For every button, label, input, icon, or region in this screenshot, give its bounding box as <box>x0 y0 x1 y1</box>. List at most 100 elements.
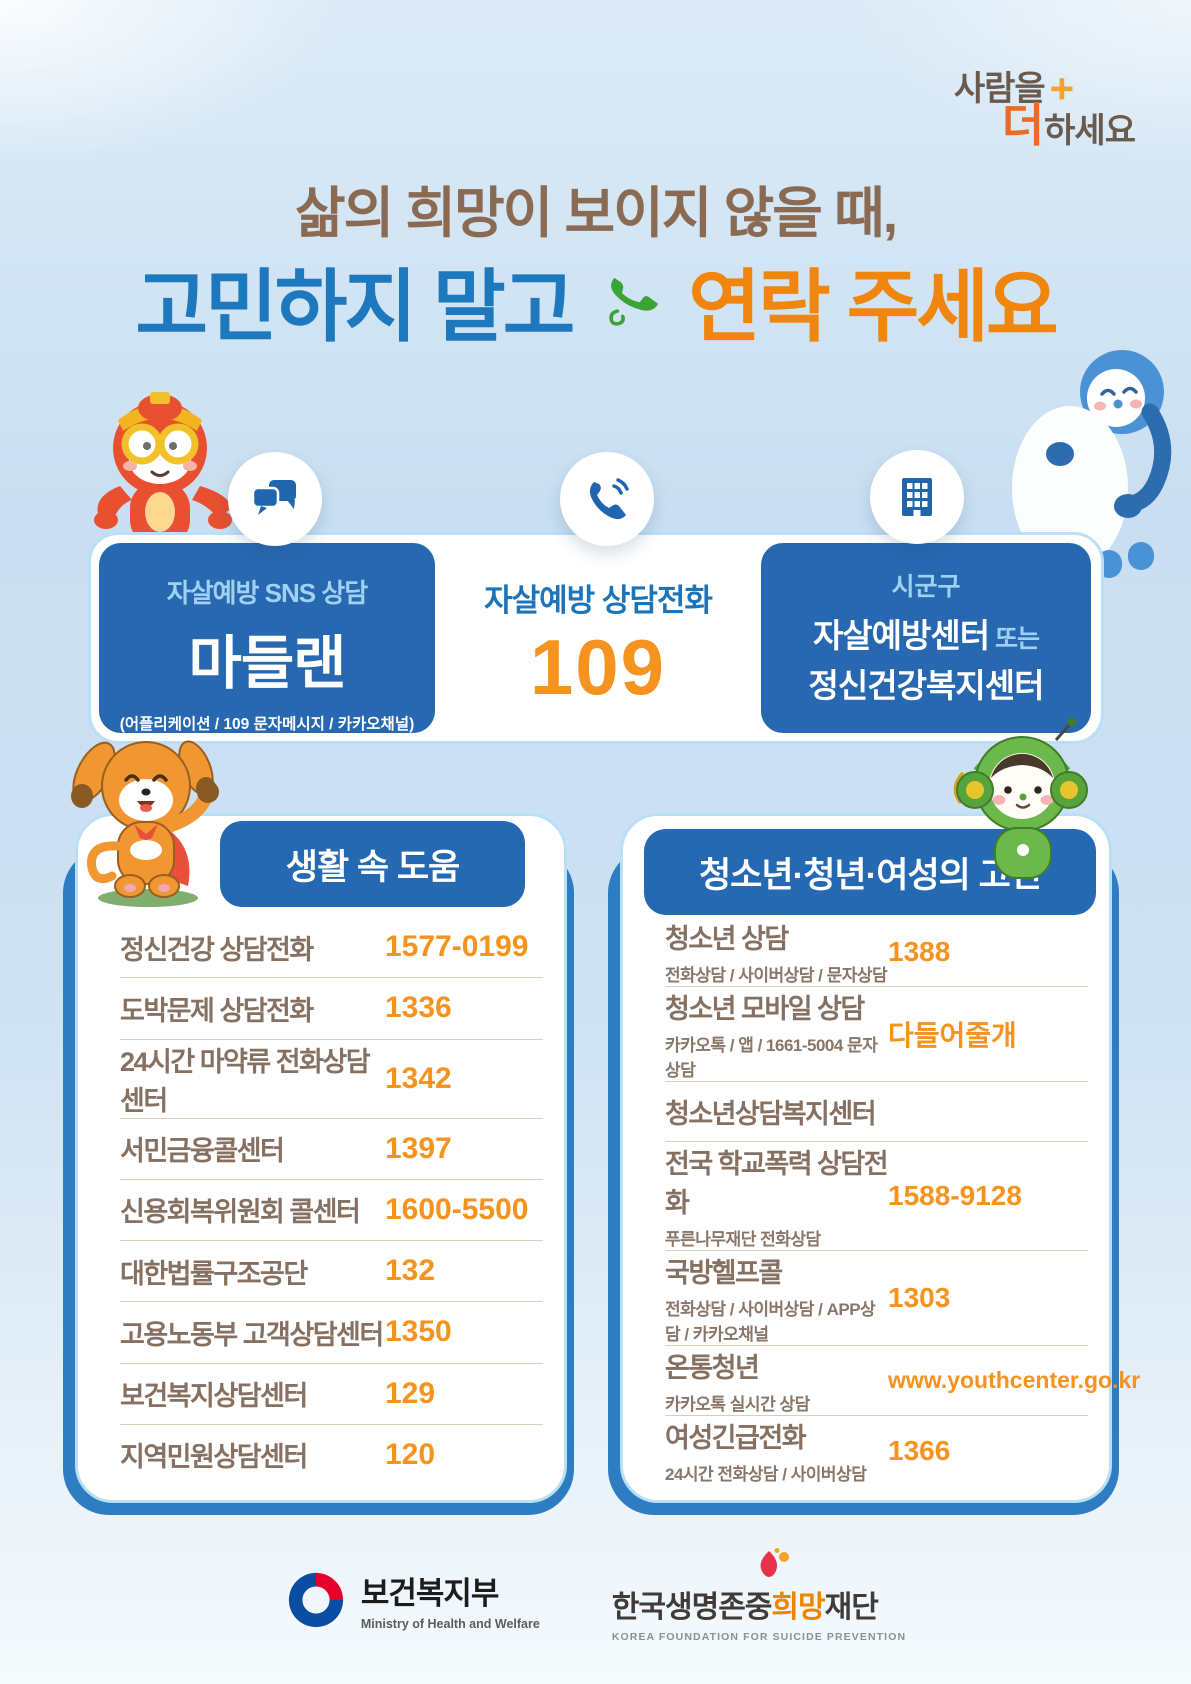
list-item-label: 서민금융콜센터 <box>120 1136 285 1167</box>
panel-life-help: 생활 속 도움 정신건강 상담전화 1577-0199 도박문제 상담전화 13… <box>63 813 574 1515</box>
list-item-label: 청소년 상담 <box>665 924 789 954</box>
mohw-symbol-icon <box>288 1572 343 1627</box>
list-item-sub: 푸른나무재단 전화상담 <box>665 1230 821 1249</box>
mascot-snowman <box>1012 350 1172 578</box>
list-item-value: www.youthcenter.go.kr <box>888 1367 1141 1393</box>
mascot-dog <box>71 740 219 907</box>
life-help-list: 정신건강 상담전화 1577-0199 도박문제 상담전화 1336 24시간 … <box>120 917 543 1485</box>
list-item-label: 전국 학교폭력 상담전화 <box>665 1149 889 1218</box>
green-phone-icon <box>605 254 667 346</box>
list-item-sub: 전화상담 / 사이버상담 / 문자상담 <box>665 966 888 985</box>
headline-line2-orange: 연락 주세요 <box>688 262 1058 351</box>
list-item: 국방헬프콜 전화상담 / 사이버상담 / APP상담 / 카카오채널 1303 <box>665 1251 1088 1346</box>
list-item: 지역민원상담센터 120 <box>120 1425 543 1485</box>
kfsp-name-kr: 한국생명존중희망재단 <box>611 1591 879 1624</box>
panel-card <box>75 813 567 1503</box>
list-item-label: 24시간 마약류 전화상담센터 <box>120 1046 371 1116</box>
card-center-line3: 정신건강복지센터 <box>808 666 1045 704</box>
card-sns-counsel: 자살예방 SNS 상담 마들랜 (어플리케이션 / 109 문자메시지 / 카카… <box>99 543 435 733</box>
list-item-label: 청소년 모바일 상담 <box>665 994 865 1024</box>
list-item-label: 국방헬프콜 <box>665 1258 783 1288</box>
kfsp-logo: 한국생명존중희망재단 KOREA FOUNDATION FOR SUICIDE … <box>611 1548 907 1643</box>
mohw-name-en: Ministry of Health and Welfare <box>360 1617 540 1631</box>
list-item-sub: 전화상담 / 사이버상담 / APP상담 / 카카오채널 <box>665 1300 876 1344</box>
list-item-label: 청소년상담복지센터 <box>665 1099 877 1129</box>
list-item-value: 1397 <box>385 1131 452 1165</box>
contact-cards-band: 자살예방 SNS 상담 마들랜 (어플리케이션 / 109 문자메시지 / 카카… <box>88 532 1104 744</box>
list-item-value: 132 <box>385 1254 436 1288</box>
list-item-label: 보건복지상담센터 <box>120 1381 308 1412</box>
list-item-sub: 24시간 전화상담 / 사이버상담 <box>665 1465 867 1484</box>
list-item: 도박문제 상담전화 1336 <box>120 978 543 1040</box>
panel-youth-concerns: 청소년·청년·여성의 고민 청소년 상담 전화상담 / 사이버상담 / 문자상담… <box>608 813 1141 1515</box>
mohw-logo: 보건복지부 Ministry of Health and Welfare <box>285 1568 540 1631</box>
kfsp-mark-icon <box>760 1548 789 1577</box>
card-center-line1: 시군구 <box>891 573 961 601</box>
card-center-line2: 자살예방센터 <box>812 617 990 654</box>
card-sns-name: 마들랜 <box>188 631 346 696</box>
list-item: 24시간 마약류 전화상담센터 1342 <box>120 1040 543 1119</box>
card-phone-number: 109 <box>529 623 667 711</box>
list-item: 정신건강 상담전화 1577-0199 <box>120 917 543 979</box>
list-item-label: 지역민원상담센터 <box>120 1442 308 1473</box>
headline-line2: 고민하지 말고 연락 주세요 <box>0 242 1191 372</box>
list-item-value: 1336 <box>385 991 452 1025</box>
youth-list: 청소년 상담 전화상담 / 사이버상담 / 문자상담 1388 청소년 모바일 … <box>665 917 1141 1485</box>
mascot-monkey <box>94 392 232 546</box>
list-item-value: 다들어줄개 <box>888 1020 1017 1051</box>
list-item: 여성긴급전화 24시간 전화상담 / 사이버상담 1366 <box>665 1416 1088 1485</box>
card-center-line2-light: 또는 <box>989 625 1040 653</box>
brand-logo: 사람을 + 더 하세요 <box>953 64 1136 151</box>
mohw-name-kr: 보건복지부 <box>360 1576 500 1611</box>
list-item-value: 1388 <box>888 935 951 967</box>
list-item: 대한법률구조공단 132 <box>120 1241 543 1303</box>
list-item: 고용노동부 고객상담센터 1350 <box>120 1302 543 1364</box>
list-item-label: 여성긴급전화 <box>665 1423 807 1453</box>
list-item: 청소년 모바일 상담 카카오톡 / 앱 / 1661-5004 문자상담 다들어… <box>665 987 1088 1082</box>
kfsp-name-en: KOREA FOUNDATION FOR SUICIDE PREVENTION <box>611 1631 907 1643</box>
headline-line1: 삶의 희망이 보이지 않을 때, <box>294 182 898 244</box>
list-item-value: 1350 <box>385 1315 452 1349</box>
list-item: 보건복지상담센터 129 <box>120 1364 543 1425</box>
list-item-label: 고용노동부 고객상담센터 <box>120 1319 384 1350</box>
list-item: 온통청년 카카오톡 실시간 상담 www.youthcenter.go.kr <box>665 1346 1141 1416</box>
phone-handset-icon <box>560 452 654 546</box>
card-sns-sub: (어플리케이션 / 109 문자메시지 / 카카오채널) <box>119 716 415 733</box>
list-item-label: 신용회복위원회 콜센터 <box>120 1197 361 1228</box>
building-icon <box>870 450 964 544</box>
list-item-label: 대한법률구조공단 <box>120 1258 308 1289</box>
brand-word1: 사람을 <box>953 70 1046 108</box>
list-item-value: 129 <box>385 1376 436 1410</box>
card-local-center: 시군구 자살예방센터 또는 정신건강복지센터 <box>761 543 1091 733</box>
brand-word2-orange: 더 <box>1001 99 1045 151</box>
list-item: 신용회복위원회 콜센터 1600-5500 <box>120 1180 543 1241</box>
panel-life-help-title: 생활 속 도움 <box>220 821 525 907</box>
list-item-value: 1577-0199 <box>385 930 529 964</box>
list-item-label: 도박문제 상담전화 <box>120 995 314 1026</box>
list-item-value: 1303 <box>888 1282 951 1313</box>
panel-card <box>620 813 1112 1503</box>
list-item-sub: 카카오톡 실시간 상담 <box>665 1395 810 1414</box>
footer: 보건복지부 Ministry of Health and Welfare 한국생… <box>0 1548 1191 1643</box>
mascot-headphone-kid <box>953 717 1088 879</box>
list-item: 서민금융콜센터 1397 <box>120 1119 543 1180</box>
list-item-value: 1342 <box>385 1061 452 1095</box>
card-phone-label: 자살예방 상담전화 <box>484 583 713 618</box>
list-item-label: 정신건강 상담전화 <box>120 934 314 965</box>
chat-bubbles-icon <box>228 452 322 546</box>
list-item-value: 1600-5500 <box>385 1192 529 1226</box>
headline-line2-blue: 고민하지 말고 <box>135 262 575 351</box>
list-item: 전국 학교폭력 상담전화 푸른나무재단 전화상담 1588-9128 <box>665 1142 1088 1251</box>
card-sns-label: 자살예방 SNS 상담 <box>166 578 368 608</box>
list-item-sub: 카카오톡 / 앱 / 1661-5004 문자상담 <box>665 1036 878 1080</box>
list-item: 청소년상담복지센터 <box>665 1082 1088 1142</box>
plus-icon: + <box>1049 65 1075 112</box>
list-item-value: 120 <box>385 1437 436 1471</box>
list-item-value: 1366 <box>888 1434 951 1466</box>
list-item: 청소년 상담 전화상담 / 사이버상담 / 문자상담 1388 <box>665 917 1088 987</box>
list-item-label: 온통청년 <box>665 1353 760 1383</box>
card-phone-counsel: 자살예방 상담전화 109 <box>443 543 753 733</box>
brand-word2-brown: 하세요 <box>1044 112 1136 150</box>
list-item-value: 1588-9128 <box>888 1180 1022 1211</box>
